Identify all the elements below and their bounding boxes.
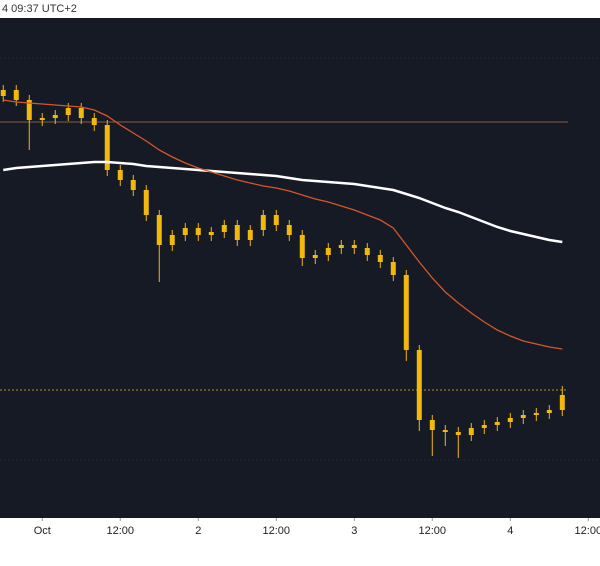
candle-body [351,245,357,248]
x-tick-label: 2 [195,525,201,537]
candle-body [364,248,370,255]
x-tick-label: 12:00 [575,525,600,537]
candle-body [390,262,396,275]
candle-body [559,395,565,410]
x-tick-label: 3 [351,525,357,537]
candle-body [286,225,292,235]
candle-body [247,230,253,240]
candle-body [481,425,487,428]
candle-body [520,415,526,418]
candle-body [117,170,123,180]
candle-body [104,125,110,170]
candle-body [39,118,45,120]
plot-area [0,18,600,518]
candle-body [533,413,539,415]
timestamp: 4 09:37 UTC+2 [2,3,77,15]
candle-body [507,418,513,422]
x-tick-label: 4 [507,525,513,537]
candle-body [403,275,409,350]
candle-body [208,232,214,235]
candle-body [0,90,6,96]
candle-body [260,215,266,230]
candle-body [442,430,448,432]
moving-average [3,160,563,244]
candle-body [299,235,305,258]
x-tick-label: Oct [34,525,51,537]
candle-body [182,228,188,235]
candle-body [234,225,240,240]
candle-body [221,225,227,232]
candle-body [468,428,474,435]
x-tick-label: 12:00 [419,525,447,537]
candle-body [195,228,201,235]
x-tick-label: 12:00 [263,525,291,537]
candle-body [455,432,461,435]
candle-body [325,248,331,255]
candle-body [338,245,344,248]
candle-body [156,215,162,245]
candle-body [377,255,383,262]
candle-body [26,100,32,120]
candle-body [65,108,71,115]
candle-body [494,422,500,425]
candle-body [273,215,279,225]
moving-average [3,99,563,350]
candle-body [52,115,58,118]
candle-body [546,410,552,413]
candle-body [312,255,318,258]
candle-body [130,180,136,190]
candle-body [13,90,19,100]
candle-body [416,350,422,420]
candle-body [91,118,97,125]
candle-body [169,235,175,245]
candle-body [143,190,149,215]
x-tick-label: 12:00 [106,525,134,537]
candle-body [78,108,84,118]
candle-body [429,420,435,430]
